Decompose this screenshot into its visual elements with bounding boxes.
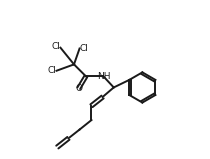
Text: O: O (75, 84, 82, 93)
Text: NH: NH (97, 72, 110, 81)
Text: Cl: Cl (52, 42, 60, 51)
Text: Cl: Cl (80, 44, 89, 53)
Text: Cl: Cl (47, 66, 56, 75)
